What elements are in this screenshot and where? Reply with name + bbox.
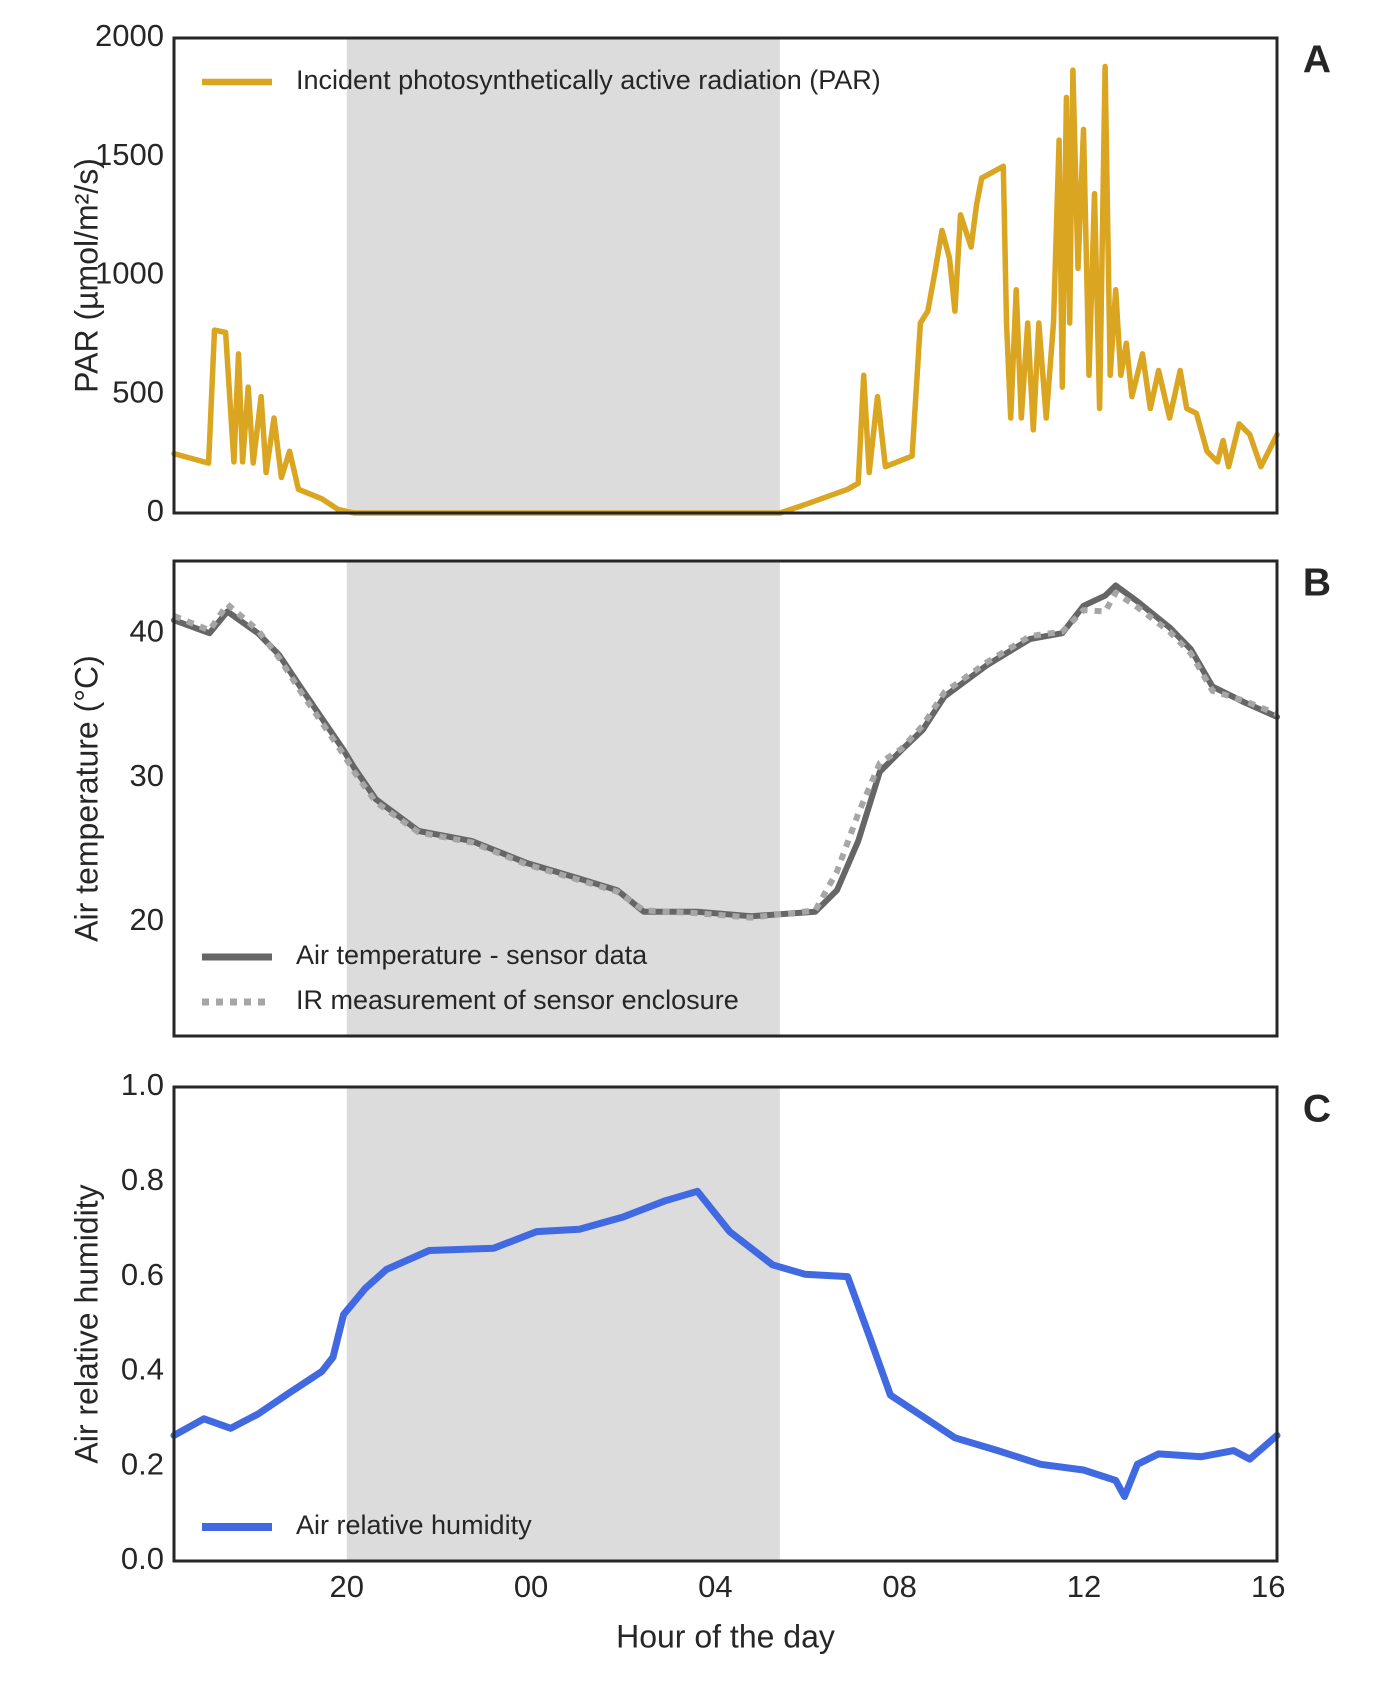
y-axis-label: Air temperature (°C) <box>68 655 104 942</box>
y-tick-label: 1.0 <box>121 1067 164 1102</box>
x-tick-label: 20 <box>330 1569 364 1604</box>
y-tick-label: 1500 <box>95 137 164 172</box>
legend-label: IR measurement of sensor enclosure <box>296 985 739 1015</box>
y-tick-label: 0.6 <box>121 1257 164 1292</box>
y-tick-label: 20 <box>130 902 164 937</box>
y-tick-label: 1000 <box>95 256 164 291</box>
legend-label: Incident photosynthetically active radia… <box>296 65 881 95</box>
night-shade <box>346 561 780 1036</box>
y-tick-label: 30 <box>130 758 164 793</box>
x-tick-label: 08 <box>882 1569 916 1604</box>
x-tick-label: 00 <box>514 1569 548 1604</box>
plot-frame <box>172 1085 1279 1563</box>
y-tick-label: 0.8 <box>121 1162 164 1197</box>
plot-frame <box>172 559 1279 1038</box>
x-tick-label: 12 <box>1067 1569 1101 1604</box>
y-tick-label: 2000 <box>95 18 164 53</box>
y-tick-label: 0.2 <box>121 1446 164 1481</box>
y-axis-label: PAR (µmol/m²/s) <box>68 158 104 393</box>
night-shade <box>346 1087 780 1561</box>
panel-label: A <box>1303 38 1331 81</box>
legend-label: Air relative humidity <box>296 1510 532 1540</box>
panel-label: B <box>1303 561 1331 604</box>
x-tick-label: 16 <box>1251 1569 1285 1604</box>
x-tick-label: 04 <box>698 1569 732 1604</box>
y-tick-label: 0 <box>147 493 164 528</box>
y-tick-label: 0.0 <box>121 1541 164 1576</box>
y-tick-label: 40 <box>130 613 164 648</box>
night-shade <box>346 38 780 513</box>
legend-label: Air temperature - sensor data <box>296 940 648 970</box>
y-tick-label: 0.4 <box>121 1352 164 1387</box>
data-line <box>170 1187 1281 1500</box>
y-axis-label: Air relative humidity <box>68 1184 104 1463</box>
x-axis-label: Hour of the day <box>616 1618 835 1654</box>
y-tick-label: 500 <box>112 374 164 409</box>
panel-label: C <box>1303 1087 1331 1130</box>
plot-frame <box>172 36 1279 515</box>
data-line <box>171 63 1280 516</box>
